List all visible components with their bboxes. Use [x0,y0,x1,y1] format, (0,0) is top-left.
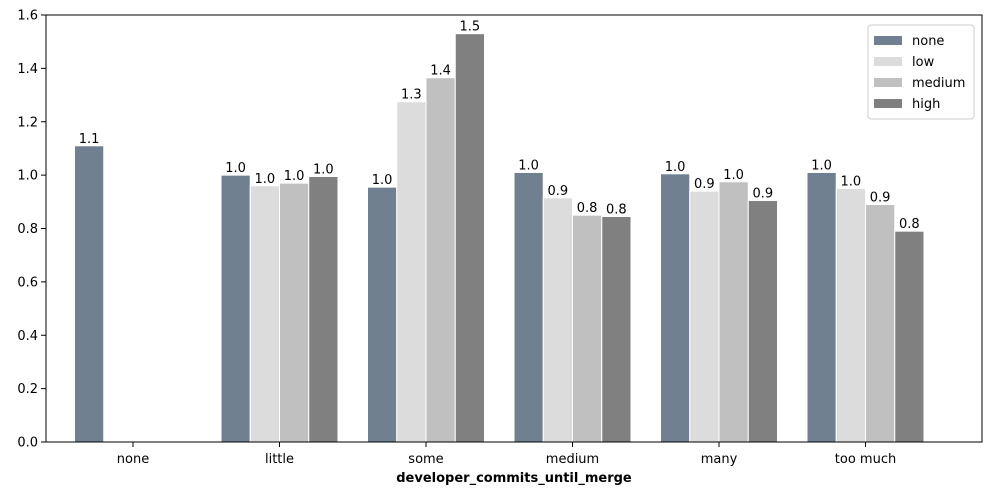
x-tick-label: many [701,452,738,467]
bar-medium-some [425,77,456,443]
bar-none-none [74,145,105,443]
data-label: 1.0 [372,173,393,188]
data-label: 1.0 [723,168,744,183]
legend-label: none [912,34,944,49]
data-label: 0.8 [577,201,598,216]
data-label: 1.0 [518,158,539,173]
y-tick-label: 1.4 [17,62,38,77]
bar-medium-medium [572,214,603,443]
data-label: 0.9 [548,184,569,199]
bar-none-some [367,186,398,443]
data-labels-layer: 1.1 1.0 1.0 1.0 1.0 1.0 1.3 1.4 1.5 1.0 0.9 0.8 0.8 1… [79,20,920,232]
x-tick-label: little [265,452,294,467]
bar-low-too-much [835,187,866,443]
bar-high-little [308,175,339,443]
legend-swatch-none [874,36,902,45]
bar-low-little [249,185,280,443]
y-tick-label: 1.6 [17,9,38,24]
x-axis-title: developer_commits_until_merge [396,471,632,486]
bar-high-some [454,33,485,443]
data-label: 1.0 [313,162,334,177]
legend-swatch-medium [874,78,902,87]
legend-swatch-high [874,99,902,108]
bar-high-too-much [894,230,925,443]
x-tick-label: some [408,452,443,467]
legend-label: medium [912,76,965,91]
y-tick-label: 0.8 [17,222,38,237]
bar-medium-little [279,182,310,443]
data-label: 1.5 [460,20,481,35]
data-label: 1.0 [811,158,832,173]
legend-label: low [912,55,935,70]
bar-medium-many [718,181,749,443]
bars-layer [74,33,925,443]
data-label: 1.0 [284,169,305,184]
data-label: 1.0 [255,172,276,187]
bar-low-medium [542,197,573,443]
x-axis: none little some medium many too much [117,442,896,467]
legend: none low medium high [867,24,975,120]
data-label: 0.9 [753,186,774,201]
bar-none-too-much [806,171,837,443]
data-label: 1.0 [665,160,686,175]
data-label: 0.9 [694,177,715,192]
y-tick-label: 1.2 [17,115,38,130]
y-tick-label: 0.0 [17,436,38,451]
data-label: 0.8 [606,202,627,217]
bar-low-many [689,190,720,443]
y-tick-label: 1.0 [17,169,38,184]
data-label: 0.8 [899,217,920,232]
y-axis: 0.0 0.2 0.4 0.6 0.8 1.0 1.2 1.4 1.6 [17,9,46,451]
data-label: 1.1 [79,132,100,147]
x-tick-label: medium [546,452,599,467]
bar-medium-too-much [865,203,896,443]
legend-swatch-low [874,57,902,66]
data-label: 1.0 [225,161,246,176]
data-label: 1.3 [401,88,422,103]
y-tick-label: 0.6 [17,275,38,290]
legend-label: high [912,97,940,112]
bar-low-some [396,101,427,443]
data-label: 1.4 [430,64,451,79]
y-tick-label: 0.4 [17,329,38,344]
x-tick-label: too much [835,452,896,467]
legend-frame [867,24,975,120]
x-tick-label: none [117,452,149,467]
bar-none-many [660,173,691,443]
bar-high-medium [601,215,632,443]
bar-none-medium [513,171,544,443]
bar-high-many [747,199,778,443]
data-label: 0.9 [870,190,891,205]
bar-none-little [220,174,251,443]
data-label: 1.0 [841,174,862,189]
y-tick-label: 0.2 [17,382,38,397]
